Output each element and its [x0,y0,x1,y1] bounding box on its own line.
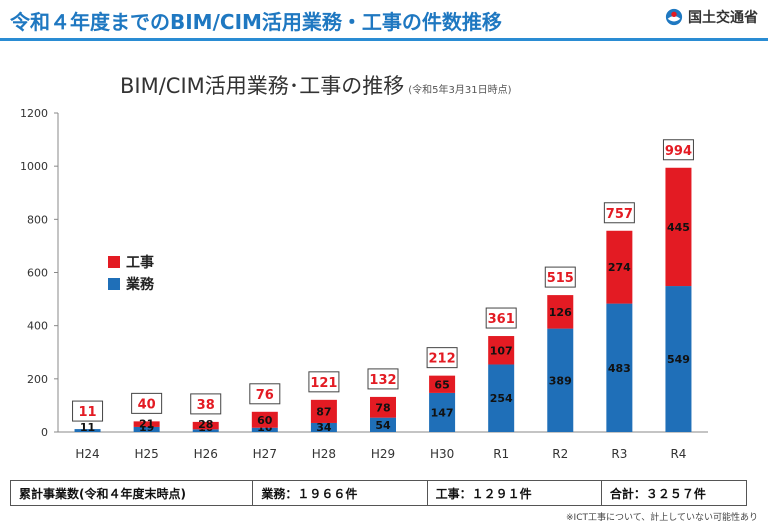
bar-gyomu [192,429,219,432]
summary-table: 累計事業数(令和４年度末時点) 業務：１９６６件 工事：１２９１件 合計：３２５… [10,480,747,506]
data-label-gyomu: 389 [549,374,572,387]
total-label: 361 [488,312,515,327]
bar-koji [606,230,633,304]
bar-koji [547,295,574,329]
bar-koji [310,399,337,423]
summary-gyomu: 業務：１９６６件 [253,481,428,505]
total-box [603,202,635,224]
y-tick-label: 600 [27,267,48,280]
x-tick-label: H30 [430,447,454,461]
y-tick-label: 0 [41,426,48,439]
chart-title-note: (令和5年3月31日時点) [408,85,512,96]
total-label: 40 [138,397,156,412]
legend-label: 業務 [125,276,155,293]
y-tick-label: 400 [27,320,48,333]
total-box [662,139,694,161]
x-tick-label: H26 [194,447,218,461]
bar-gyomu [547,328,574,432]
bar-koji [488,336,515,365]
total-label: 994 [665,144,692,159]
data-label-koji: 21 [139,417,154,430]
x-tick-label: H25 [134,447,158,461]
x-tick-label: R2 [552,447,568,461]
total-label: 121 [310,376,337,391]
x-tick-label: R3 [611,447,627,461]
bar-gyomu [370,417,396,432]
bar-koji [665,167,692,287]
ministry-brand: 国土交通省 [665,7,758,27]
bar-gyomu [251,427,278,432]
legend-swatch [108,278,120,290]
data-label-gyomu: 483 [608,362,631,375]
bar-gyomu [133,426,160,432]
data-label-gyomu: 254 [490,392,513,405]
total-label: 132 [369,373,396,388]
y-tick-label: 200 [27,373,48,386]
data-label-koji: 65 [434,378,449,391]
bar-gyomu [488,364,515,432]
total-label: 38 [197,398,215,413]
data-label-gyomu: 34 [316,421,332,434]
data-label-koji: 87 [316,405,331,418]
data-label-gyomu: 147 [431,406,454,419]
chart-title: BIM/CIM活用業務･工事の推移 (令和5年3月31日時点) [120,70,512,100]
data-label-gyomu: 549 [667,353,690,366]
page-header: 令和４年度までのBIM/CIM活用業務・工事の件数推移 国土交通省 [0,0,768,41]
x-tick-label: H24 [75,447,99,461]
data-label-gyomu: 11 [80,421,95,434]
total-label: 515 [547,271,574,286]
data-label-koji: 28 [198,418,213,431]
total-label: 212 [429,352,456,367]
bar-koji [370,396,396,418]
ministry-logo-icon [665,8,683,26]
bar-gyomu [310,422,337,432]
bar-gyomu [665,286,692,432]
summary-koji: 工事：１２９１件 [428,481,602,505]
total-box [131,392,163,414]
total-box [544,266,576,288]
total-label: 76 [256,388,274,403]
total-box [72,400,104,422]
total-box [426,347,458,369]
x-tick-label: H29 [371,447,395,461]
bar-gyomu [429,392,456,432]
data-label-koji: 445 [667,221,690,234]
data-label-koji: 126 [549,306,572,319]
footnote: ※ICT工事について、計上していない可能性あり [566,513,758,523]
data-label-gyomu: 54 [375,419,391,432]
x-tick-label: H27 [253,447,277,461]
y-tick-label: 1000 [20,160,48,173]
total-box [485,307,517,329]
data-label-koji: 60 [257,414,273,427]
total-label: 11 [78,405,96,420]
summary-total: 合計：３２５７件 [609,486,706,501]
total-box [190,393,222,415]
total-label: 757 [606,207,633,222]
bar-gyomu [606,303,633,432]
x-tick-label: H28 [312,447,336,461]
data-label-koji: 274 [608,261,631,274]
x-tick-label: R4 [670,447,686,461]
bar-koji [429,375,456,393]
data-label-koji: 107 [490,344,513,357]
summary-label: 累計事業数(令和４年度末時点) [11,481,254,505]
chart-title-main: BIM/CIM活用業務･工事の推移 [120,74,405,98]
total-box [308,371,340,393]
y-tick-label: 1200 [20,107,48,120]
legend-label: 工事 [126,254,154,271]
bar-koji [251,411,278,428]
ministry-name: 国土交通省 [688,10,758,26]
bar-koji [133,421,160,427]
bar-gyomu [74,429,101,432]
legend-swatch [108,256,120,268]
bar-koji [192,421,219,430]
page-title: 令和４年度までのBIM/CIM活用業務・工事の件数推移 [10,10,502,34]
total-box [367,368,399,390]
data-label-koji: 78 [375,401,390,414]
header-divider [0,38,768,41]
x-tick-label: R1 [493,447,509,461]
total-box [249,383,281,405]
y-tick-label: 800 [27,213,48,226]
